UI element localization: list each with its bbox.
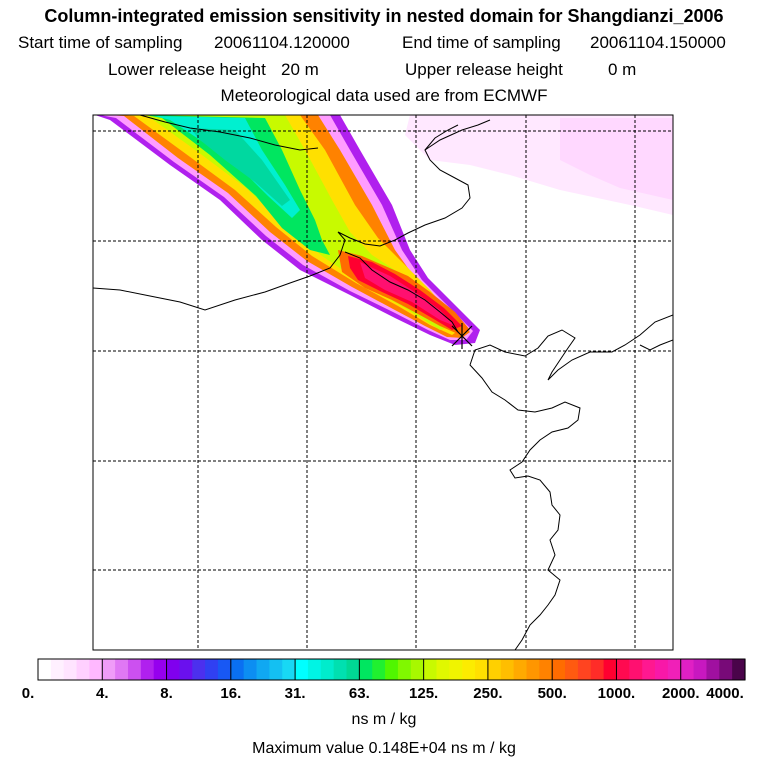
colorbar-cell [153, 659, 168, 680]
colorbar-cell [629, 659, 643, 680]
colorbar-cell [179, 659, 193, 680]
colorbar-cell [410, 659, 425, 680]
colorbar-tick-label: 0. [21, 685, 35, 702]
coastline-gulf [93, 119, 491, 311]
colorbar-cell [140, 659, 155, 680]
colorbar-tick-label: 31. [284, 685, 306, 702]
colorbar-cell [719, 659, 733, 680]
colorbar-cell [680, 659, 695, 680]
colorbar-cell [577, 659, 592, 680]
colorbar-cell [539, 659, 553, 680]
colorbar-tick-label: 8. [160, 685, 173, 702]
colorbar-cell [487, 659, 502, 680]
plot-title: Column-integrated emission sensitivity i… [44, 6, 724, 26]
maximum-value-text: Maximum value 0.148E+04 ns m / kg [252, 740, 516, 757]
colorbar-cell [655, 659, 669, 680]
colorbar-cell [346, 659, 360, 680]
start-time-label: Start time of sampling [18, 33, 183, 52]
plume-band-green [145, 115, 330, 255]
map-frame [92, 114, 674, 651]
end-time-value: 20061104.150000 [590, 33, 726, 52]
colorbar-tick-label: 2000. [661, 685, 700, 702]
colorbar-cell [475, 659, 489, 680]
coastline-north-korea [639, 339, 673, 351]
colorbar-cell [526, 659, 540, 680]
plume-band-teal [190, 128, 290, 206]
colorbar-cell [307, 659, 322, 680]
met-data-line: Meteorological data used are from ECMWF [220, 86, 548, 105]
faint-sensitivity-core [560, 118, 673, 200]
colorbar-cell [603, 659, 618, 680]
colorbar-cell [192, 659, 206, 680]
coast-detail [424, 124, 459, 151]
colorbar-tick-label: 16. [220, 685, 242, 702]
colorbar-cell [256, 659, 270, 680]
colorbar-tick-label: 1000. [597, 685, 636, 702]
upper-release-value: 0 m [608, 60, 637, 79]
colorbar-cell [166, 659, 180, 680]
colorbar-cell [295, 659, 309, 680]
colorbar-cell [565, 659, 579, 680]
map-gridlines [93, 115, 673, 650]
colorbar-cell [500, 659, 515, 680]
colorbar-cell [423, 659, 438, 680]
lower-release-label: Lower release height [108, 60, 266, 79]
colorbar-cell [282, 659, 296, 680]
colorbar-cell [217, 659, 232, 680]
colorbar-cell [320, 659, 335, 680]
colorbar-cell [333, 659, 348, 680]
colorbar-cell [462, 659, 476, 680]
upper-release-label: Upper release height [405, 60, 563, 79]
colorbar-cell [385, 659, 399, 680]
colorbar-cell [89, 659, 103, 680]
coastlines [93, 115, 673, 650]
colorbar-cell [359, 659, 373, 680]
release-site-marker [451, 323, 473, 349]
colorbar-tick-label: 250. [473, 685, 503, 702]
colorbar-cell [732, 659, 746, 680]
colorbar-frame [37, 658, 746, 681]
colorbar-cell [397, 659, 412, 680]
border-line [139, 115, 319, 151]
coastline-bay [344, 251, 459, 333]
colorbar-cell [50, 659, 65, 680]
colorbar-cell [667, 659, 682, 680]
colorbar-cell [269, 659, 283, 680]
colorbar-cell [63, 659, 78, 680]
colorbar [38, 659, 746, 680]
colorbar-cell [513, 659, 528, 680]
colorbar-cell [115, 659, 129, 680]
sensitivity-field [95, 115, 673, 345]
colorbar-cell [243, 659, 258, 680]
colorbar-unit: ns m / kg [351, 711, 417, 728]
colorbar-cell [693, 659, 708, 680]
colorbar-cell [616, 659, 630, 680]
lower-release-value: 20 m [281, 60, 319, 79]
colorbar-tick-label: 4000. [706, 685, 744, 702]
colorbar-cell [102, 659, 116, 680]
colorbar-cell [436, 659, 450, 680]
colorbar-cell [590, 659, 605, 680]
colorbar-cell [449, 659, 463, 680]
colorbar-cell [642, 659, 656, 680]
colorbar-cell [230, 659, 245, 680]
colorbar-cell [205, 659, 219, 680]
colorbar-tick-label: 500. [537, 685, 567, 702]
colorbar-cell [372, 659, 386, 680]
colorbar-cell [127, 659, 142, 680]
start-time-value: 20061104.120000 [214, 33, 350, 52]
colorbar-tick-label: 4. [96, 685, 109, 702]
colorbar-cell [706, 659, 720, 680]
colorbar-tick-label: 63. [348, 685, 370, 702]
colorbar-cell [552, 659, 566, 680]
colorbar-tick-label: 125. [409, 685, 439, 702]
colorbar-cell [38, 659, 52, 680]
colorbar-cell [76, 659, 91, 680]
coastline-peninsula [469, 314, 673, 650]
end-time-label: End time of sampling [402, 33, 561, 52]
